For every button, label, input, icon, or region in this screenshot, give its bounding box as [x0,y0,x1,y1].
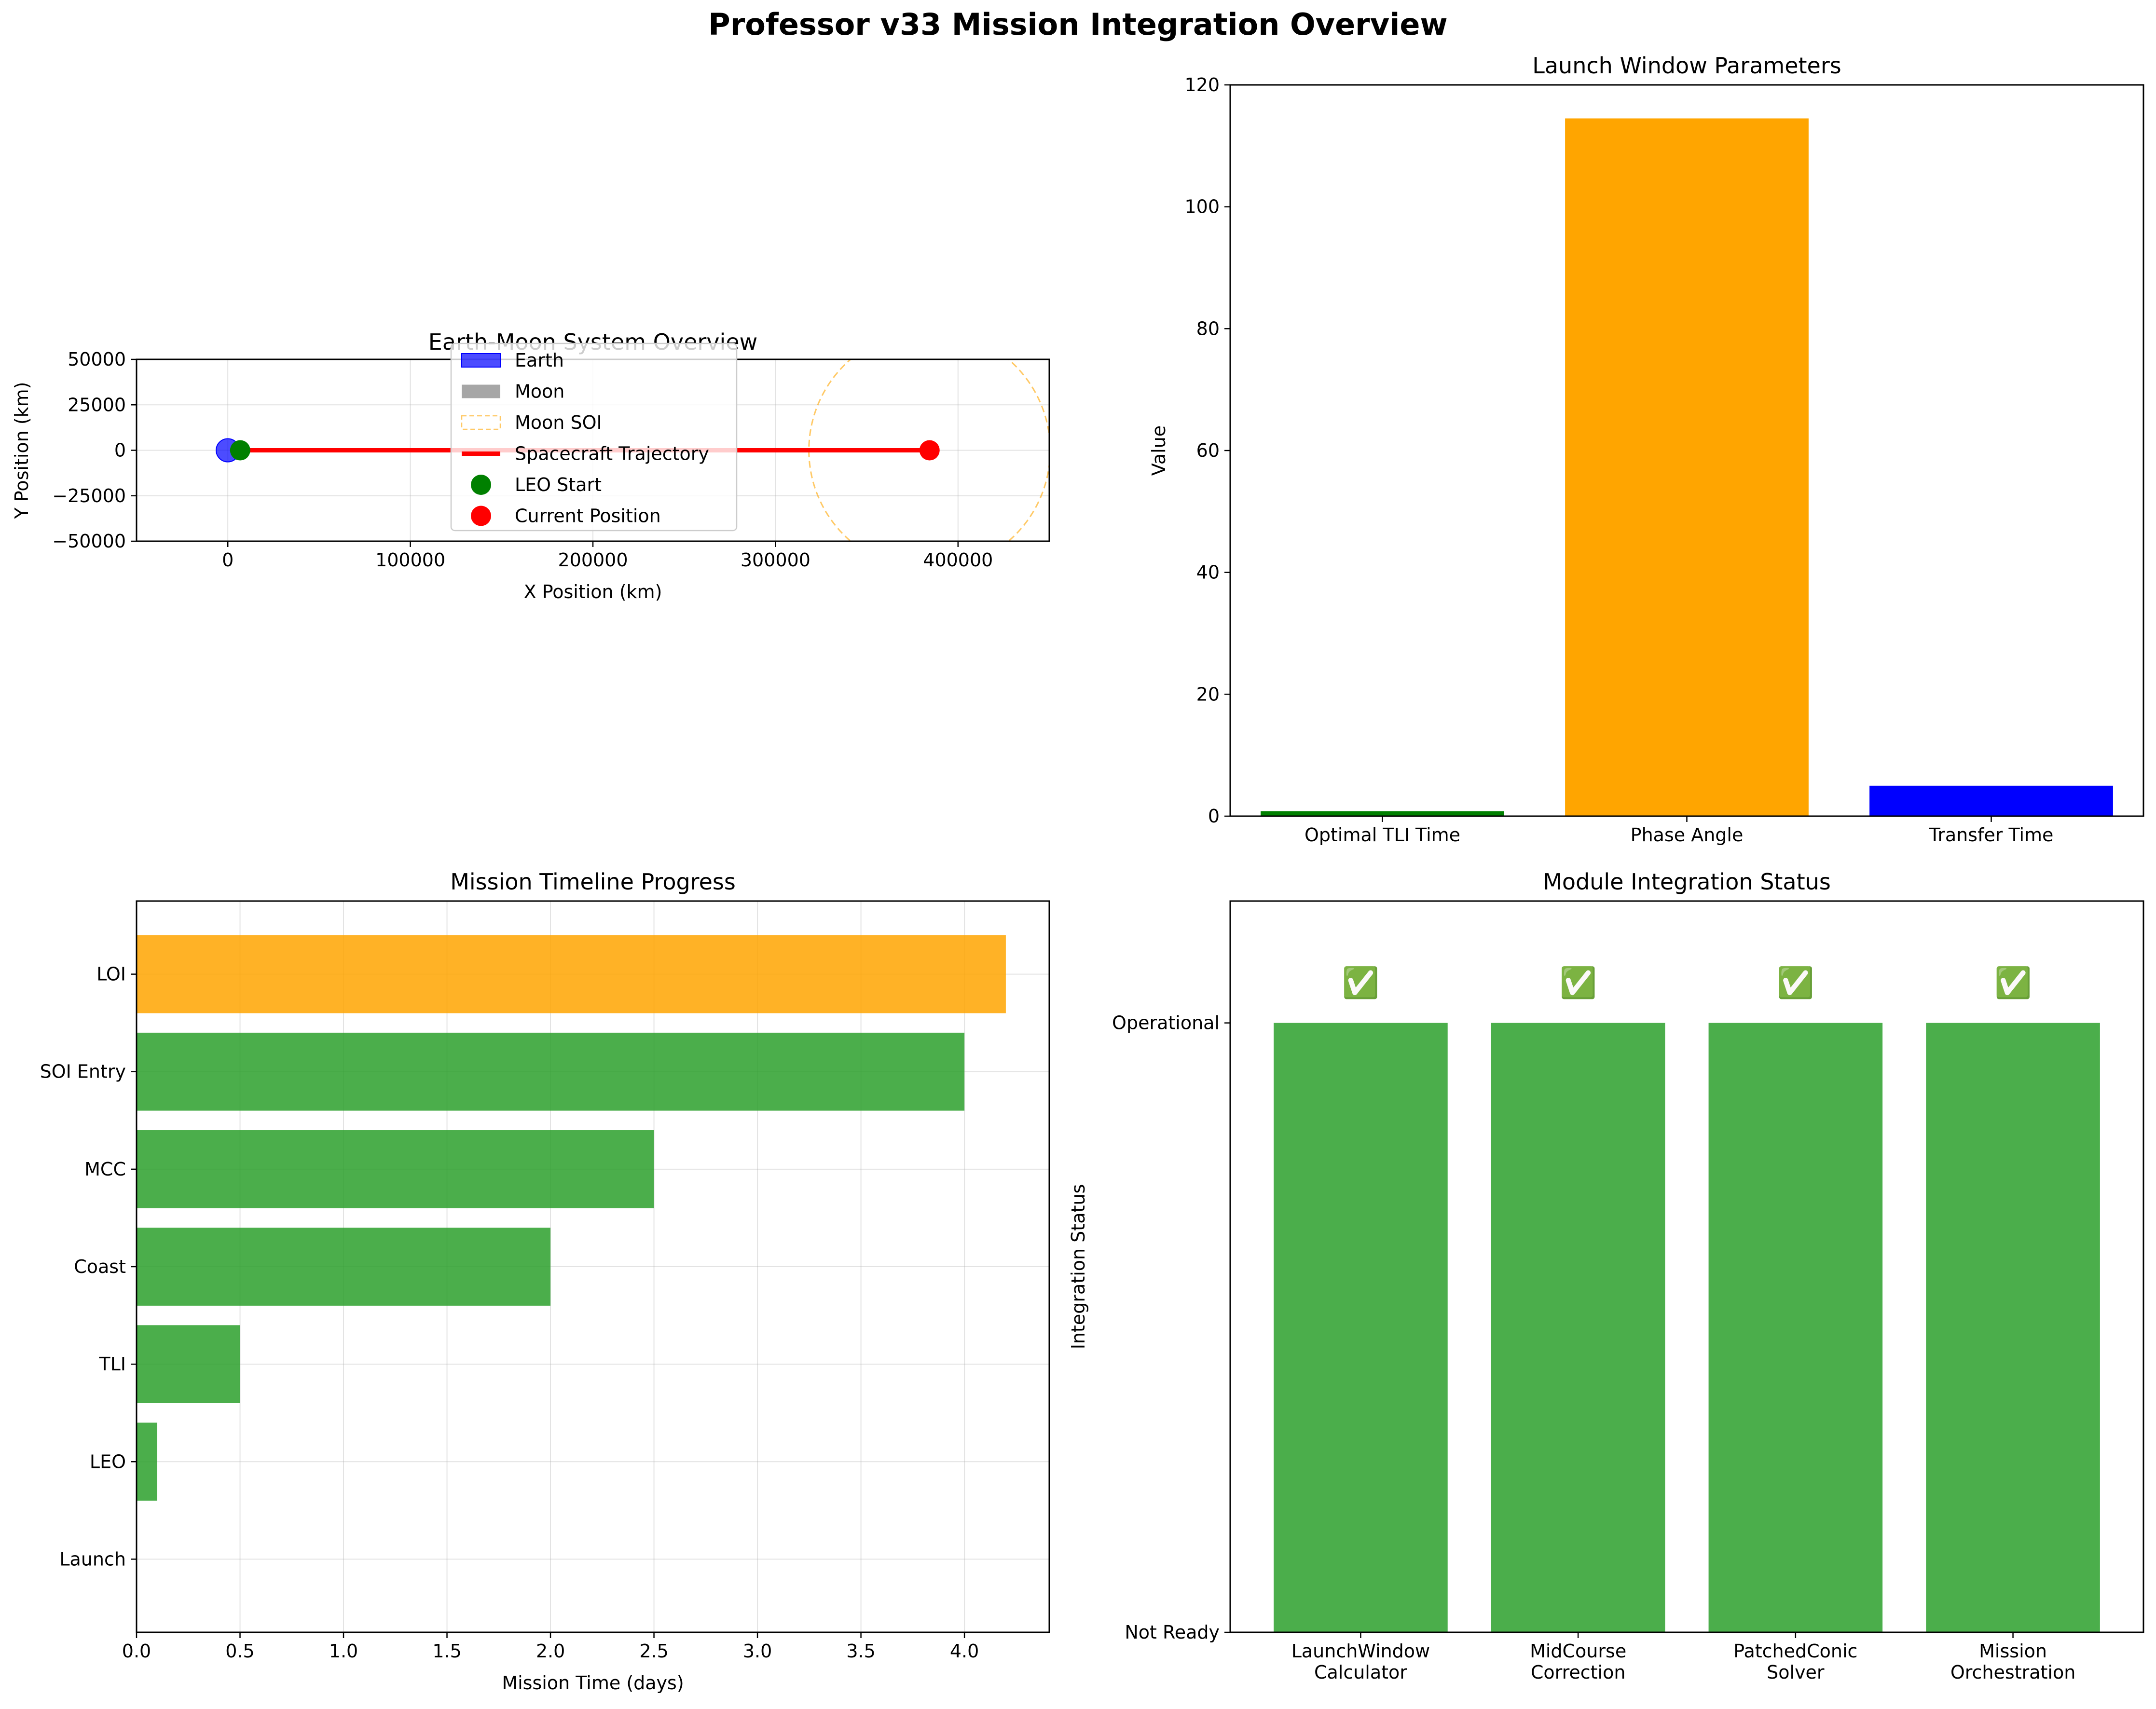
module-x-tick-label: LaunchWindow Calculator [1291,1641,1430,1683]
module-status-check-icon: ✅ [1994,965,2032,1000]
earth-moon-x-tick-label: 300000 [741,549,810,571]
earth-moon-chart: 0 100000 200000 300000 400000 50000 25000 0 −250… [11,329,1050,602]
legend-handle-moon [462,384,500,398]
timeline-y-tick-label: TLI [98,1354,126,1375]
timeline-frame [136,900,1050,1633]
earth-moon-y-tick-label: 25000 [68,394,126,415]
timeline-x-tick-label: 4.0 [950,1641,979,1662]
module-x-tick-label: MidCourse Correction [1530,1641,1626,1683]
module-bar-1 [1491,1023,1665,1632]
bar-transfer-time [1869,785,2113,816]
earth-moon-xlabel: X Position (km) [524,581,662,602]
timeline-xlabel: Mission Time (days) [502,1672,684,1694]
legend-handle-leo-start [471,475,491,495]
module-status-frame [1229,900,2144,1633]
earth-moon-x-tick-label: 400000 [923,549,993,571]
module-x-tick-label: Mission Orchestration [1950,1641,2075,1683]
timeline-chart: Launch LEO TLI Coast MCC SOI Entry LOI 0.0 0.5 1.… [40,869,1050,1694]
launch-window-title: Launch Window Parameters [1532,53,1841,79]
earth-moon-y-tick-label: 0 [114,440,126,461]
earth-moon-ylabel: Y Position (km) [11,382,32,520]
earth-moon-legend: Earth Moon Moon SOI Spacecraft Trajectory LE… [450,342,738,532]
timeline-bar-loi [137,935,1006,1013]
timeline-x-tick-label: 1.5 [432,1641,461,1662]
bar-phase-angle [1565,118,1809,816]
legend-handle-earth [461,353,501,368]
module-bar-2 [1708,1023,1883,1632]
timeline-x-tick-label: 1.0 [329,1641,358,1662]
timeline-bar-leo [137,1422,157,1501]
timeline-bar-tli [137,1325,240,1403]
launch-window-chart: Optimal TLI Time Phase Angle Transfer Time… [1148,53,2144,846]
earth-moon-y-tick-label: −50000 [52,531,126,552]
earth-moon-x-tick-label: 100000 [375,549,445,571]
timeline-bar-coast [137,1228,551,1306]
module-status-check-icon: ✅ [1560,965,1597,1000]
timeline-x-tick-label: 3.5 [846,1641,875,1662]
module-status-check-icon: ✅ [1342,965,1379,1000]
module-status-y-tick-label: Not Ready [1125,1622,1220,1643]
legend-handle-moon-soi [461,415,501,430]
launch-window-ylabel: Value [1148,425,1169,476]
launch-window-y-tick-label: 0 [1208,806,1220,827]
earth-moon-x-tick-label: 0 [222,549,233,571]
module-x-tick-label: PatchedConic Solver [1733,1641,1857,1683]
legend-label: Spacecraft Trajectory [515,443,709,465]
module-status-check-icon: ✅ [1777,965,1814,1000]
launch-window-y-tick-label: 40 [1196,562,1220,583]
module-status-title: Module Integration Status [1543,869,1831,895]
earth-moon-y-tick-label: −25000 [52,485,126,506]
legend-label: LEO Start [515,474,602,495]
module-status-ylabel: Integration Status [1068,1184,1089,1350]
launch-window-y-tick-label: 80 [1196,318,1220,339]
launch-window-y-tick-label: 20 [1196,684,1220,705]
timeline-y-tick-label: LEO [90,1451,126,1472]
launch-window-y-tick-label: 120 [1184,74,1220,96]
module-bar-0 [1274,1023,1448,1632]
bar-optimal-tli-time [1261,811,1504,816]
legend-label: Moon [515,381,564,402]
legend-box [450,342,738,532]
timeline-title: Mission Timeline Progress [450,869,736,895]
timeline-y-tick-label: Coast [74,1256,126,1277]
timeline-x-tick-label: 3.0 [743,1641,772,1662]
timeline-y-tick-label: Launch [59,1548,126,1570]
launch-window-y-tick-label: 60 [1196,440,1220,461]
timeline-y-tick-label: LOI [96,964,126,985]
timeline-y-tick-label: MCC [84,1159,126,1180]
legend-label: Moon SOI [515,412,602,433]
legend-handle-current-position [471,506,491,526]
timeline-x-tick-label: 2.5 [639,1641,668,1662]
module-bar-3 [1926,1023,2100,1632]
legend-label: Current Position [515,506,661,527]
module-status-chart: ✅ LaunchWindow Calculator ✅ MidCourse Correct… [1068,869,2144,1683]
legend-label: Earth [515,350,564,371]
launch-window-x-tick-label: Phase Angle [1631,824,1744,846]
launch-window-x-tick-label: Optimal TLI Time [1305,824,1460,846]
timeline-y-tick-label: SOI Entry [40,1061,126,1082]
timeline-x-tick-label: 0.5 [225,1641,254,1662]
timeline-x-tick-label: 0.0 [122,1641,151,1662]
timeline-bar-soi-entry [137,1032,965,1111]
earth-moon-y-tick-label: 50000 [68,349,126,370]
point-leo-start [230,440,250,461]
launch-window-x-tick-label: Transfer Time [1929,824,2054,846]
point-current-position [919,440,940,461]
module-status-y-tick-label: Operational [1112,1012,1220,1034]
launch-window-y-tick-label: 100 [1184,196,1220,218]
timeline-bar-mcc [137,1130,654,1208]
earth-moon-x-tick-label: 200000 [558,549,628,571]
figure-title: Professor v33 Mission Integration Overvi… [708,7,1448,42]
timeline-x-tick-label: 2.0 [536,1641,565,1662]
